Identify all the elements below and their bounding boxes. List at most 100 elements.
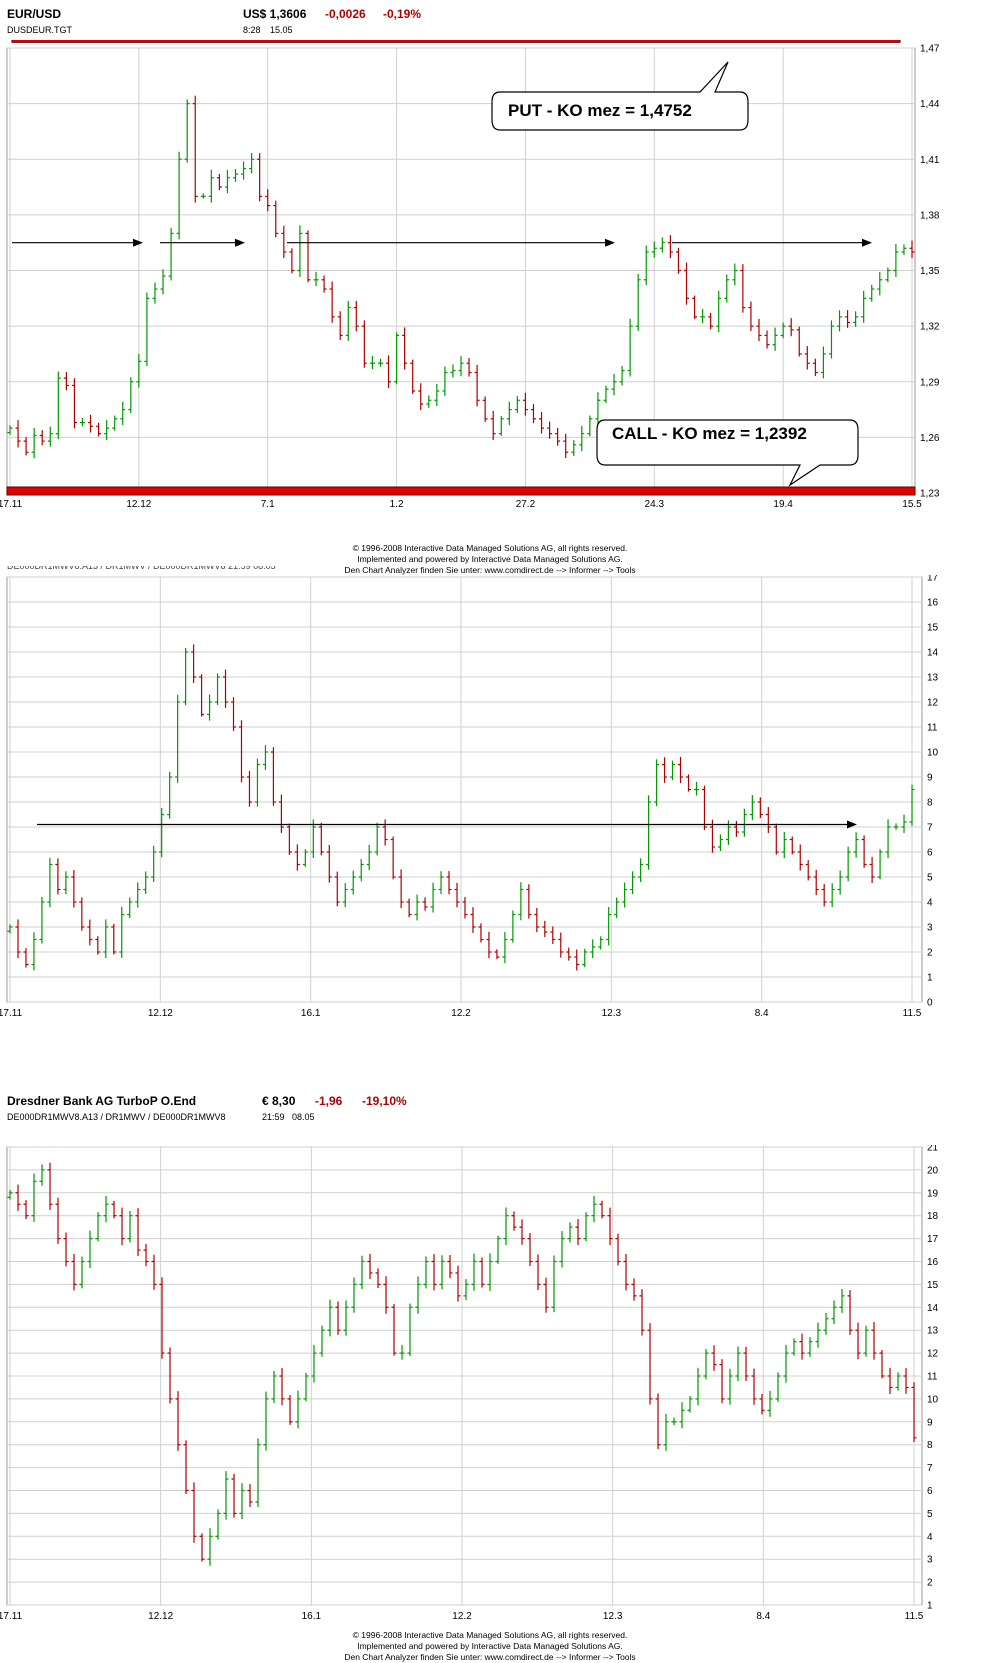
y-tick-label: 1,26	[920, 433, 940, 444]
x-tick-label: 17.11	[0, 1008, 23, 1019]
y-tick-label: 7	[927, 1463, 933, 1474]
panel2-header-cut: DE000DR1MWV8.A13 / DR1MWV / DE000DR1MWV8…	[7, 566, 276, 571]
y-tick-label: 11	[927, 1372, 938, 1383]
call-ko-bar	[6, 486, 916, 496]
y-tick-label: 15	[927, 623, 939, 634]
y-tick-label: 1,32	[920, 322, 940, 333]
call-callout-bubble	[596, 419, 859, 487]
y-tick-label: 13	[927, 673, 939, 684]
y-tick-label: 5	[927, 873, 933, 884]
level-arrow-head	[847, 820, 857, 829]
put-ko-label: PUT - KO mez = 1,4752	[508, 101, 692, 120]
footer-line-copyright: © 1996-2008 Interactive Data Managed Sol…	[352, 543, 628, 553]
x-tick-label: 12.3	[603, 1611, 623, 1622]
x-tick-label: 16.1	[302, 1611, 322, 1622]
x-tick-label: 27.2	[516, 499, 536, 510]
put-ko-bar	[11, 40, 901, 43]
y-tick-label: 0	[927, 998, 933, 1009]
footer-line-implemented: Implemented and powered by Interactive D…	[357, 554, 623, 564]
y-tick-label: 14	[927, 648, 939, 659]
put-callout-bubble	[491, 61, 749, 131]
panel3-change: -1,96	[315, 1094, 343, 1108]
panel3-price: € 8,30	[262, 1094, 296, 1108]
panel1-price: US$ 1,3606	[243, 7, 307, 21]
y-tick-label: 1,35	[920, 266, 940, 277]
x-tick-label: 1.2	[390, 499, 404, 510]
footer-line-tools: Den Chart Analyzer finden Sie unter: www…	[344, 565, 636, 575]
trend-arrow-1-head	[133, 238, 143, 247]
y-tick-label: 20	[927, 1165, 939, 1176]
y-tick-label: 1	[927, 1601, 933, 1612]
x-tick-label: 15.5	[902, 499, 922, 510]
panel3-code: DE000DR1MWV8.A13 / DR1MWV / DE000DR1MWV8	[7, 1112, 226, 1122]
panel3-title: Dresdner Bank AG TurboP O.End	[7, 1094, 197, 1108]
eurusd-chart: 1,23 1,26 1,29 1,32 1,35 1,38 1,41 1,44 1,47 17.1…	[0, 40, 940, 510]
y-tick-label: 14	[927, 1303, 939, 1314]
x-tick-label: 8.4	[756, 1611, 770, 1622]
x-tick-label: 17.11	[0, 499, 23, 510]
y-tick-label: 16	[927, 1257, 939, 1268]
y-tick-label: 1,23	[920, 489, 940, 500]
x-tick-label: 12.3	[602, 1008, 622, 1019]
panel1-time: 8:28	[243, 25, 261, 35]
y-tick-label: 1,38	[920, 210, 940, 221]
y-tick-label: 17	[927, 1234, 939, 1245]
y-tick-label: 1,47	[920, 44, 940, 55]
panel3-footer: © 1996-2008 Interactive Data Managed Sol…	[280, 1630, 700, 1663]
y-tick-label: 8	[927, 798, 933, 809]
y-tick-label: 12	[927, 1349, 939, 1360]
y-tick-label: 15	[927, 1280, 939, 1291]
y-tick-label: 3	[927, 923, 933, 934]
y-tick-label: 1,41	[920, 155, 940, 166]
panel1-code: DUSDEUR.TGT	[7, 25, 72, 35]
x-tick-label: 19.4	[773, 499, 793, 510]
y-tick-label: 9	[927, 773, 933, 784]
x-tick-label: 12.12	[126, 499, 151, 510]
y-tick-label: 7	[927, 823, 933, 834]
x-tick-label: 12.2	[451, 1008, 471, 1019]
call-ko-label: CALL - KO mez = 1,2392	[612, 424, 807, 443]
footer-line-tools: Den Chart Analyzer finden Sie unter: www…	[344, 1652, 636, 1662]
plot-frame	[6, 576, 923, 1003]
y-tick-label: 9	[927, 1417, 933, 1428]
trend-arrow-4-head	[862, 238, 872, 247]
panel1-title: EUR/USD	[7, 7, 62, 21]
trend-arrow-2-head	[235, 238, 245, 247]
x-tick-label: 24.3	[645, 499, 665, 510]
y-tick-label: 16	[927, 598, 939, 609]
y-tick-label: 11	[927, 723, 938, 734]
x-tick-label: 11.5	[905, 1611, 924, 1622]
y-tick-label: 6	[927, 848, 933, 859]
y-tick-label: 5	[927, 1509, 933, 1520]
y-tick-label: 17	[927, 575, 939, 584]
panel1-change: -0,0026	[325, 7, 366, 21]
x-tick-label: 7.1	[261, 499, 275, 510]
y-tick-label: 2	[927, 948, 933, 959]
x-tick-label: 16.1	[301, 1008, 321, 1019]
x-tick-label: 12.12	[148, 1008, 173, 1019]
panel1-date: 15.05	[270, 25, 293, 35]
panel1-footer: © 1996-2008 Interactive Data Managed Sol…	[280, 543, 700, 576]
y-tick-label: 13	[927, 1326, 939, 1337]
panel3-time: 21:59	[262, 1112, 285, 1122]
x-tick-label: 17.11	[0, 1611, 23, 1622]
trend-arrow-3-head	[605, 238, 615, 247]
panel3-change-pct: -19,10%	[362, 1094, 407, 1108]
y-tick-label: 21	[927, 1145, 939, 1154]
y-tick-label: 4	[927, 1532, 933, 1543]
y-tick-label: 19	[927, 1188, 939, 1199]
x-tick-label: 12.2	[452, 1611, 472, 1622]
y-tick-label: 2	[927, 1578, 933, 1589]
y-tick-label: 3	[927, 1555, 933, 1566]
panel3-date: 08.05	[292, 1112, 315, 1122]
y-tick-label: 1,29	[920, 377, 940, 388]
x-tick-label: 12.12	[148, 1611, 173, 1622]
y-tick-label: 8	[927, 1440, 933, 1451]
y-tick-label: 4	[927, 898, 933, 909]
y-tick-label: 18	[927, 1211, 939, 1222]
footer-line-copyright: © 1996-2008 Interactive Data Managed Sol…	[352, 1630, 628, 1640]
y-tick-label: 10	[927, 748, 939, 759]
y-tick-label: 12	[927, 698, 939, 709]
